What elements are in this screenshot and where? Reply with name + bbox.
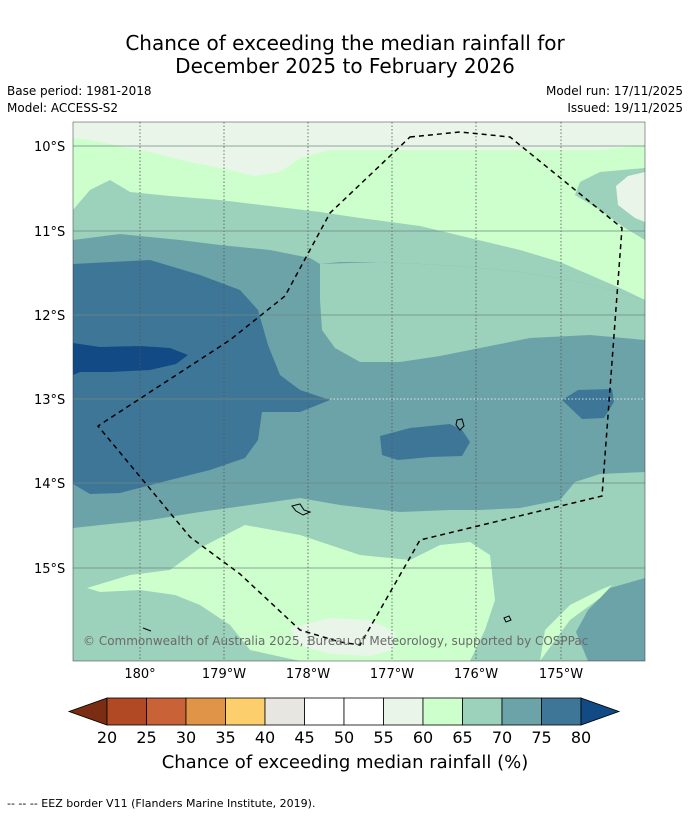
region-75-80-center xyxy=(380,424,470,460)
model-name: Model: ACCESS-S2 xyxy=(7,101,119,115)
rainfall-map: © Commonwealth of Australia 2025, Bureau… xyxy=(73,122,645,661)
base-period: Base period: 1981-2018 xyxy=(7,84,152,98)
colorbar-segment xyxy=(264,697,305,726)
copyright-text: © Commonwealth of Australia 2025, Bureau… xyxy=(83,634,588,648)
island-small-south xyxy=(503,615,512,623)
colorbar-tick-label: 70 xyxy=(492,728,512,747)
island-wallis xyxy=(455,418,465,431)
lon-label: 176°W xyxy=(454,667,498,682)
colorbar-tick-label: 50 xyxy=(334,728,354,747)
colorbar-extend-high xyxy=(580,697,621,726)
region-75-80-west xyxy=(73,260,330,494)
colorbar-segment xyxy=(106,697,147,726)
region-60-65-bottom xyxy=(87,525,495,661)
colorbar-extend-low xyxy=(67,697,108,726)
map-latlines xyxy=(73,145,645,569)
colorbar-segment xyxy=(185,697,226,726)
colorbar-tick-label: 55 xyxy=(373,728,393,747)
lat-label: 13°S xyxy=(34,393,65,408)
map-frame xyxy=(72,121,646,662)
eez-border xyxy=(96,131,623,646)
colorbar-tick-label: 25 xyxy=(136,728,156,747)
lon-labels: 180° 179°W 178°W 177°W 176°W 175°W xyxy=(124,667,583,682)
colorbar-segment xyxy=(343,697,384,726)
colorbar-tick-label: 40 xyxy=(255,728,275,747)
colorbar xyxy=(67,697,621,726)
lat-labels: 10°S 11°S 12°S 13°S 14°S 15°S xyxy=(34,140,65,577)
island-futuna xyxy=(291,503,312,516)
colorbar-tick-label: 80 xyxy=(571,728,591,747)
colorbar-tick-labels: 20 25 30 35 40 45 50 55 60 65 70 75 80 xyxy=(97,728,591,747)
region-75-80-east xyxy=(562,389,614,419)
colorbar-segment xyxy=(225,697,266,726)
colorbar-segment xyxy=(462,697,503,726)
region-65-70-mid xyxy=(320,262,645,362)
region-55-60-topright xyxy=(616,172,645,222)
lon-label: 179°W xyxy=(202,667,246,682)
map-gridlines xyxy=(139,122,562,661)
lat-label: 10°S xyxy=(34,140,65,155)
title-line-2: December 2025 to February 2026 xyxy=(175,54,515,78)
region-70-75-southeast-corner xyxy=(576,578,645,661)
colorbar-tick-label: 65 xyxy=(452,728,472,747)
island-small-southwest xyxy=(142,627,152,632)
issued-date: Issued: 19/11/2025 xyxy=(567,101,683,115)
colorbar-segment xyxy=(383,697,424,726)
lat-label: 14°S xyxy=(34,477,65,492)
lon-label: 178°W xyxy=(286,667,330,682)
colorbar-segment xyxy=(146,697,187,726)
eez-legend: -- -- -- EEZ border V11 (Flanders Marine… xyxy=(7,797,316,810)
region-55-60-bottom xyxy=(290,618,395,656)
colorbar-segment xyxy=(304,697,345,726)
region-80-plus xyxy=(73,343,188,375)
colorbar-tick-label: 30 xyxy=(176,728,196,747)
lon-label: 180° xyxy=(124,667,155,682)
colorbar-segment xyxy=(541,697,582,726)
title-line-1: Chance of exceeding the median rainfall … xyxy=(125,31,565,55)
colorbar-tick-label: 75 xyxy=(531,728,551,747)
region-60-65-bottom-right xyxy=(540,585,612,661)
colorbar-tick-label: 60 xyxy=(413,728,433,747)
lon-label: 177°W xyxy=(370,667,414,682)
colorbar-tick-label: 20 xyxy=(97,728,117,747)
islands xyxy=(142,418,512,632)
lat-label: 12°S xyxy=(34,309,65,324)
colorbar-tick-label: 35 xyxy=(215,728,235,747)
lat-label: 11°S xyxy=(34,225,65,240)
lon-label: 175°W xyxy=(539,667,583,682)
colorbar-title: Chance of exceeding median rainfall (%) xyxy=(161,752,529,773)
lat-label: 15°S xyxy=(34,562,65,577)
colorbar-segment xyxy=(422,697,463,726)
colorbar-segment xyxy=(501,697,542,726)
model-run: Model run: 17/11/2025 xyxy=(545,84,683,98)
colorbar-tick-label: 45 xyxy=(294,728,314,747)
